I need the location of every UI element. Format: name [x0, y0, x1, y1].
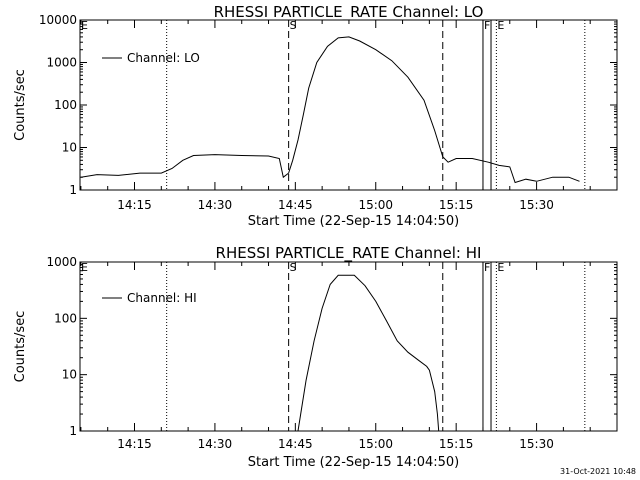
legend: Channel: HI — [102, 291, 197, 305]
x-tick-label: 15:15 — [439, 437, 474, 451]
series-line-1 — [297, 274, 440, 432]
y-tick-label: 100 — [54, 311, 77, 325]
x-tick-label: 14:15 — [117, 437, 152, 451]
x-axis-label: Start Time (22-Sep-15 14:04:50) — [248, 214, 459, 229]
x-tick-label: 15:30 — [519, 437, 554, 451]
series-line-1 — [80, 36, 580, 184]
chart-title: RHESSI PARTICLE_RATE Channel: LO — [214, 3, 484, 22]
event-marker-label: F — [484, 19, 490, 32]
date-stamp: 31-Oct-2021 10:48 — [560, 467, 636, 476]
y-tick-label: 100 — [54, 98, 77, 112]
y-axis-label: Counts/sec — [13, 69, 28, 141]
y-tick-label: 1000 — [46, 255, 77, 269]
x-tick-label: 14:45 — [278, 198, 313, 212]
y-tick-label: 10 — [62, 368, 77, 382]
plot-frame — [79, 19, 618, 191]
x-tick-label: 14:45 — [278, 437, 313, 451]
legend-entry: Channel: LO — [127, 51, 200, 65]
y-tick-label: 1 — [69, 183, 77, 197]
chart-title: RHESSI PARTICLE_RATE Channel: HI — [216, 244, 482, 263]
x-tick-label: 15:00 — [358, 198, 393, 212]
x-tick-label: 14:15 — [117, 198, 152, 212]
event-marker-label: S — [290, 261, 297, 274]
x-tick-label: 14:30 — [198, 437, 233, 451]
x-tick-label: 15:30 — [519, 198, 554, 212]
y-tick-label: 1000 — [46, 56, 77, 70]
event-marker-label: F — [484, 261, 490, 274]
legend-entry: Channel: HI — [127, 291, 197, 305]
event-marker-label: E — [497, 19, 504, 32]
event-marker-label: E — [81, 261, 88, 274]
event-marker-label: S — [290, 19, 297, 32]
x-tick-label: 14:30 — [198, 198, 233, 212]
x-tick-label: 15:00 — [358, 437, 393, 451]
y-tick-label: 10000 — [39, 13, 77, 27]
chart-panel-2: RHESSI PARTICLE_RATE Channel: HI 1 10 100 10… — [13, 244, 618, 470]
x-axis-label: Start Time (22-Sep-15 14:04:50) — [248, 455, 459, 470]
y-axis-label: Counts/sec — [13, 311, 28, 383]
y-tick-label: 1 — [69, 424, 77, 438]
x-tick-label: 15:15 — [439, 198, 474, 212]
plot-frame — [79, 261, 618, 432]
legend: Channel: LO — [102, 51, 200, 65]
chart-panel-1: RHESSI PARTICLE_RATE Channel: LO 1 10 100 10… — [13, 3, 618, 229]
event-marker-label: E — [497, 261, 504, 274]
event-marker-label: E — [81, 19, 88, 32]
y-tick-label: 10 — [62, 141, 77, 155]
